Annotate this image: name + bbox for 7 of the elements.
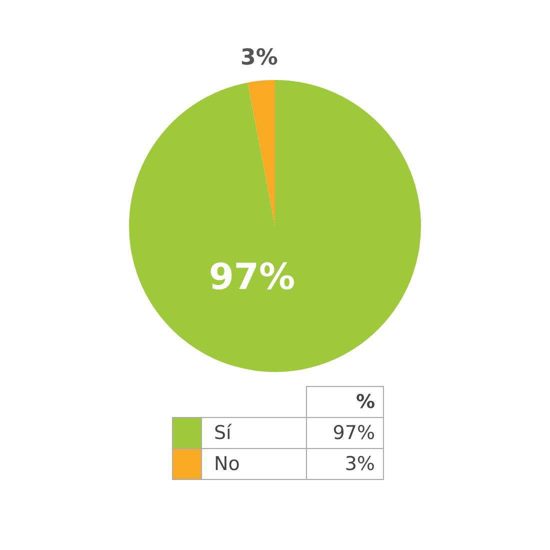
legend-label: Sí <box>202 418 306 448</box>
legend-label: No <box>202 448 306 480</box>
legend-title: % <box>306 386 384 418</box>
data-label: 97% <box>208 257 296 298</box>
text: 97% <box>332 422 375 444</box>
text: 3% <box>344 453 375 475</box>
data-label: 3% <box>240 45 278 70</box>
